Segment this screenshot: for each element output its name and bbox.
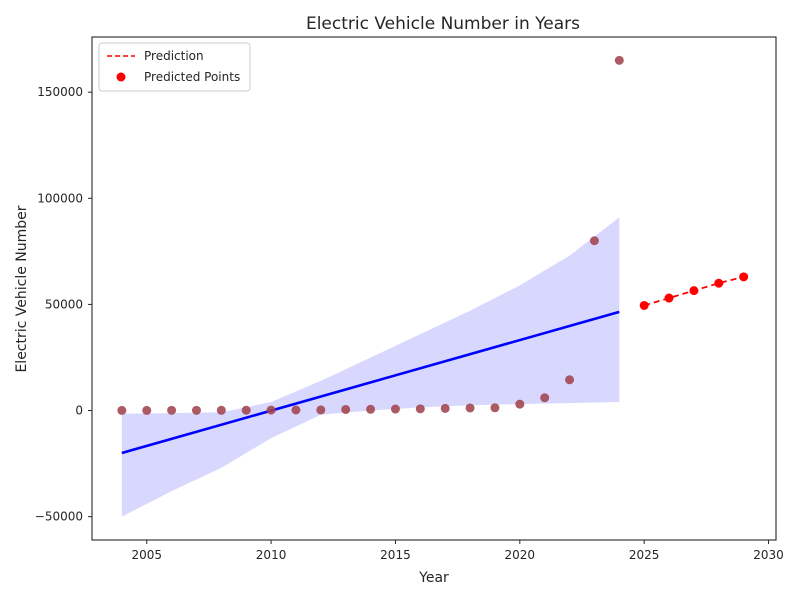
predicted-point [639,300,649,310]
x-tick-label: 2020 [505,548,536,562]
x-tick-label: 2015 [380,548,411,562]
observed-point [216,405,226,415]
y-tick-label: 50000 [45,297,83,311]
observed-point [167,405,177,415]
legend-predicted-points-marker [116,72,126,82]
observed-point [241,405,251,415]
plot-area [117,55,749,517]
x-tick-label: 2010 [256,548,287,562]
observed-point [291,405,301,415]
observed-point [142,405,152,415]
observed-point [266,405,276,415]
y-axis-label: Electric Vehicle Number [14,205,30,372]
predicted-point [664,293,674,303]
observed-point [415,404,425,414]
predicted-point [714,278,724,288]
legend-prediction-label: Prediction [144,49,204,63]
y-tick-label: 150000 [37,85,83,99]
confidence-band [121,217,620,517]
observed-point [191,405,201,415]
observed-point [565,375,575,385]
x-axis-ticks: 2005 2010 2015 2020 2025 2030 [131,540,784,562]
y-tick-label: 0 [75,404,83,418]
x-axis-label: Year [418,570,449,586]
regression-line [121,310,620,455]
x-tick-label: 2030 [753,548,784,562]
observed-point [117,405,127,415]
observed-point [316,405,326,415]
legend: Prediction Predicted Points [98,42,251,92]
y-axis-ticks: −50000 0 50000 100000 150000 [35,85,92,524]
observed-point [341,404,351,414]
x-tick-label: 2025 [629,548,660,562]
observed-point [440,403,450,413]
observed-point [390,404,400,414]
observed-point [540,393,550,403]
observed-point [465,403,475,413]
predicted-point [689,286,699,296]
observed-point [589,236,599,246]
observed-point [515,399,525,409]
legend-predicted-points-label: Predicted Points [144,70,240,84]
observed-point [614,55,624,65]
observed-point [366,404,376,414]
y-tick-label: 100000 [37,191,83,205]
x-tick-label: 2005 [131,548,162,562]
plot-frame [91,36,777,541]
chart-title: Electric Vehicle Number in Years [306,14,580,34]
y-tick-label: −50000 [35,510,83,524]
observed-point [490,403,500,413]
legend-box [98,42,251,92]
predicted-point [739,272,749,282]
